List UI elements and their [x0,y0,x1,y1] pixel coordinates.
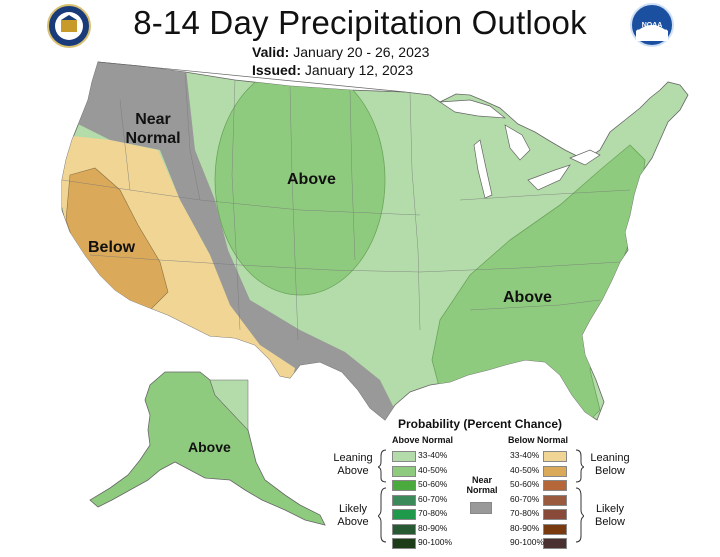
state-lines [61,71,631,341]
below-swatch [543,451,567,462]
issued-label: Issued: [252,62,302,78]
above-north-label: Above [287,171,336,188]
below-swatch [543,465,567,477]
issued-date: January 12, 2023 [304,62,414,78]
likely-above-label: Likely Above [337,503,369,528]
above-percent-label: 40-50% [418,464,448,475]
below-swatch [543,494,567,506]
above-brace-icon [378,449,387,543]
above-swatch [392,509,416,520]
below-percent-label: 80-90% [510,522,540,533]
map-title: 8-14 Day Precipitation Outlook [133,4,587,41]
below-swatch [543,480,567,491]
near-normal-swatch [470,502,492,514]
likely-below-label: Likely Below [595,503,625,528]
leaning-above-label: Leaning Above [333,452,373,477]
below-percent-label: 60-70% [510,493,540,504]
above-alaska-label: Above [188,439,231,455]
noaa-logo: NOAA [630,3,674,47]
valid-dates: January 20 - 26, 2023 [293,44,430,60]
below-percent-label: 70-80% [510,508,540,518]
above-percent-label: 90-100% [418,537,453,547]
above-percent-label: 50-60% [418,479,448,489]
leaning-below-label: Leaning Below [590,452,630,477]
great-lakes [438,99,601,199]
above-swatch [392,494,416,506]
below-swatch [543,509,567,520]
issued-line: Issued: January 12, 2023 [252,62,413,78]
above-percent-label: 80-90% [418,522,448,533]
near-normal-label: Near Normal [125,111,181,147]
below-percent-label: 50-60% [510,479,540,489]
below-swatch [543,538,567,549]
near-normal-legend-label: Near Normal [466,475,498,495]
alaska-land [89,371,326,526]
above-swatch [392,465,416,477]
below-percent-label: 33-40% [510,450,540,460]
above-swatch [392,451,416,462]
above-percent-label: 33-40% [418,450,448,460]
above-percent-label: 70-80% [418,508,448,518]
below-percent-label: 90-100% [510,537,545,547]
above-swatch [392,480,416,491]
alaska-north-slope [209,379,249,431]
valid-label: Valid: [252,44,290,60]
legend-below-header: Below Normal [508,435,569,445]
svg-text:NOAA: NOAA [642,22,663,29]
above-percent-label: 60-70% [418,493,448,504]
below-brace-icon [575,449,584,543]
below-label: Below [88,239,136,256]
commerce-seal-logo [47,4,91,48]
below-percent-label: 40-50% [510,464,540,475]
near-normal-region [62,62,400,420]
above-swatch [392,523,416,535]
above-swatch [392,538,416,549]
below-swatch [543,523,567,535]
above-southeast-label: Above [503,289,552,306]
valid-line: Valid: January 20 - 26, 2023 [252,44,429,60]
canada-border [97,61,406,93]
legend-above-header: Above Normal [392,435,454,445]
legend-title: Probability (Percent Chance) [398,417,563,431]
